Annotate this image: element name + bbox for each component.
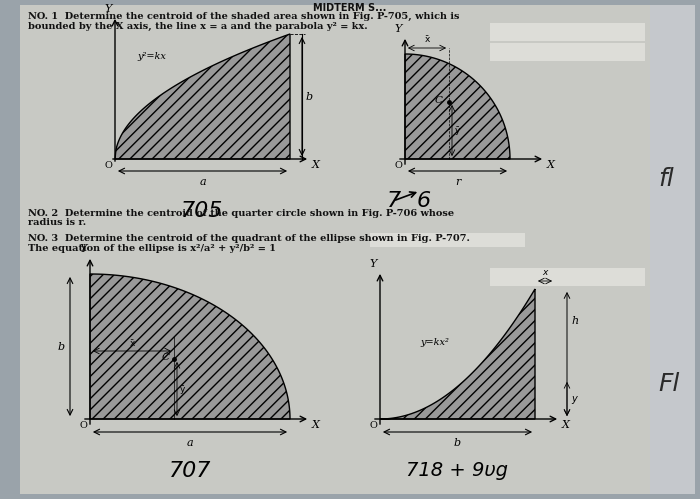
Text: Fl: Fl bbox=[658, 372, 680, 396]
FancyBboxPatch shape bbox=[370, 233, 525, 247]
Text: NO. 1  Determine the centroid of the shaded area shown in Fig. P-705, which is: NO. 1 Determine the centroid of the shad… bbox=[28, 12, 459, 21]
Text: 6: 6 bbox=[417, 191, 431, 211]
Text: y=kx²: y=kx² bbox=[420, 338, 449, 347]
Text: a: a bbox=[187, 438, 193, 448]
FancyBboxPatch shape bbox=[20, 5, 650, 494]
Text: Y: Y bbox=[104, 4, 112, 14]
Text: y²=kx: y²=kx bbox=[137, 52, 166, 61]
Text: The equation of the ellipse is x²/a² + y²/b² = 1: The equation of the ellipse is x²/a² + y… bbox=[28, 244, 276, 253]
Text: Y: Y bbox=[394, 24, 402, 34]
Text: y: y bbox=[571, 394, 577, 404]
Text: C: C bbox=[435, 95, 443, 104]
Text: X: X bbox=[547, 160, 555, 170]
Polygon shape bbox=[90, 274, 290, 419]
Text: 7: 7 bbox=[387, 191, 401, 211]
Text: 707: 707 bbox=[169, 461, 211, 481]
Text: x̄: x̄ bbox=[130, 339, 134, 348]
Polygon shape bbox=[115, 34, 290, 159]
Text: O: O bbox=[394, 161, 402, 170]
Text: NO. 2  Determine the centroid of the quarter circle shown in Fig. P-706 whose: NO. 2 Determine the centroid of the quar… bbox=[28, 209, 454, 218]
Text: a: a bbox=[199, 177, 206, 187]
Text: 718 + 9υg: 718 + 9υg bbox=[407, 461, 508, 480]
Polygon shape bbox=[405, 54, 510, 159]
Text: O: O bbox=[369, 421, 377, 430]
Text: radius is r.: radius is r. bbox=[28, 218, 86, 227]
Text: b: b bbox=[58, 341, 65, 351]
Text: O: O bbox=[104, 161, 112, 170]
Text: O: O bbox=[79, 421, 87, 430]
Text: C: C bbox=[162, 352, 170, 361]
FancyBboxPatch shape bbox=[490, 268, 645, 286]
Text: X: X bbox=[562, 420, 570, 430]
Text: b: b bbox=[454, 438, 461, 448]
Text: ȳ: ȳ bbox=[180, 385, 186, 394]
Text: ȳ: ȳ bbox=[455, 126, 461, 135]
Text: bounded by the X axis, the line x = a and the parabola y² = kx.: bounded by the X axis, the line x = a an… bbox=[28, 22, 368, 31]
Text: X: X bbox=[312, 160, 320, 170]
FancyBboxPatch shape bbox=[490, 23, 645, 41]
Text: b: b bbox=[306, 91, 313, 101]
Text: h: h bbox=[571, 316, 578, 326]
Text: 705: 705 bbox=[181, 201, 224, 221]
Text: Y: Y bbox=[79, 244, 87, 254]
FancyBboxPatch shape bbox=[490, 43, 645, 61]
Polygon shape bbox=[380, 289, 535, 419]
Text: NO. 3  Determine the centroid of the quadrant of the ellipse shown in Fig. P-707: NO. 3 Determine the centroid of the quad… bbox=[28, 234, 470, 243]
Text: MIDTERM S...: MIDTERM S... bbox=[314, 3, 386, 13]
Text: r: r bbox=[455, 177, 460, 187]
Text: x̄: x̄ bbox=[424, 35, 430, 44]
Text: fl: fl bbox=[658, 167, 673, 191]
Text: Y: Y bbox=[370, 259, 377, 269]
FancyBboxPatch shape bbox=[650, 5, 695, 494]
Text: x: x bbox=[542, 268, 547, 277]
Text: X: X bbox=[312, 420, 320, 430]
